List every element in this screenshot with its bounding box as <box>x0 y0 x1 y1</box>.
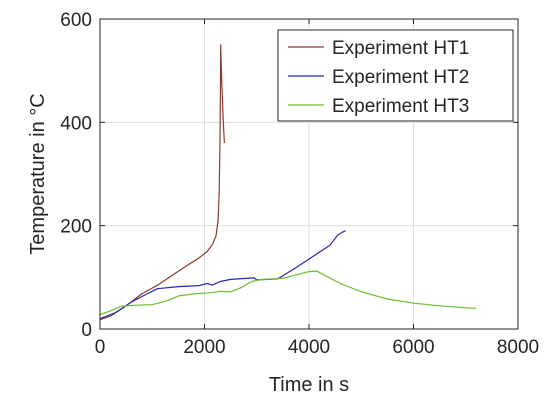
y-tick-label: 600 <box>60 10 92 31</box>
legend-entry-label: Experiment HT1 <box>332 38 469 59</box>
x-tick-label: 0 <box>95 337 106 358</box>
series-line-3 <box>99 270 477 316</box>
legend-entry-label: Experiment HT2 <box>332 67 469 88</box>
legend-entry-label: Experiment HT3 <box>332 96 469 117</box>
legend: Experiment HT1 Experiment HT2 Experiment H… <box>277 29 514 122</box>
x-tick-label: 6000 <box>392 337 434 358</box>
x-tick-label: 4000 <box>288 337 330 358</box>
y-tick-label: 0 <box>81 320 92 341</box>
series-line-1 <box>99 44 225 321</box>
x-axis-label: Time in s <box>269 374 349 396</box>
series-line-2 <box>99 230 346 320</box>
x-tick-label: 2000 <box>183 337 225 358</box>
series-lines <box>99 44 477 321</box>
y-tick-label: 400 <box>60 113 92 134</box>
x-tick-label: 8000 <box>497 337 539 358</box>
axis-ticks: 0 2000 4000 6000 8000 0 200 400 600 <box>60 10 539 358</box>
y-axis-label: Temperature in °C <box>27 93 49 254</box>
y-tick-label: 200 <box>60 217 92 238</box>
